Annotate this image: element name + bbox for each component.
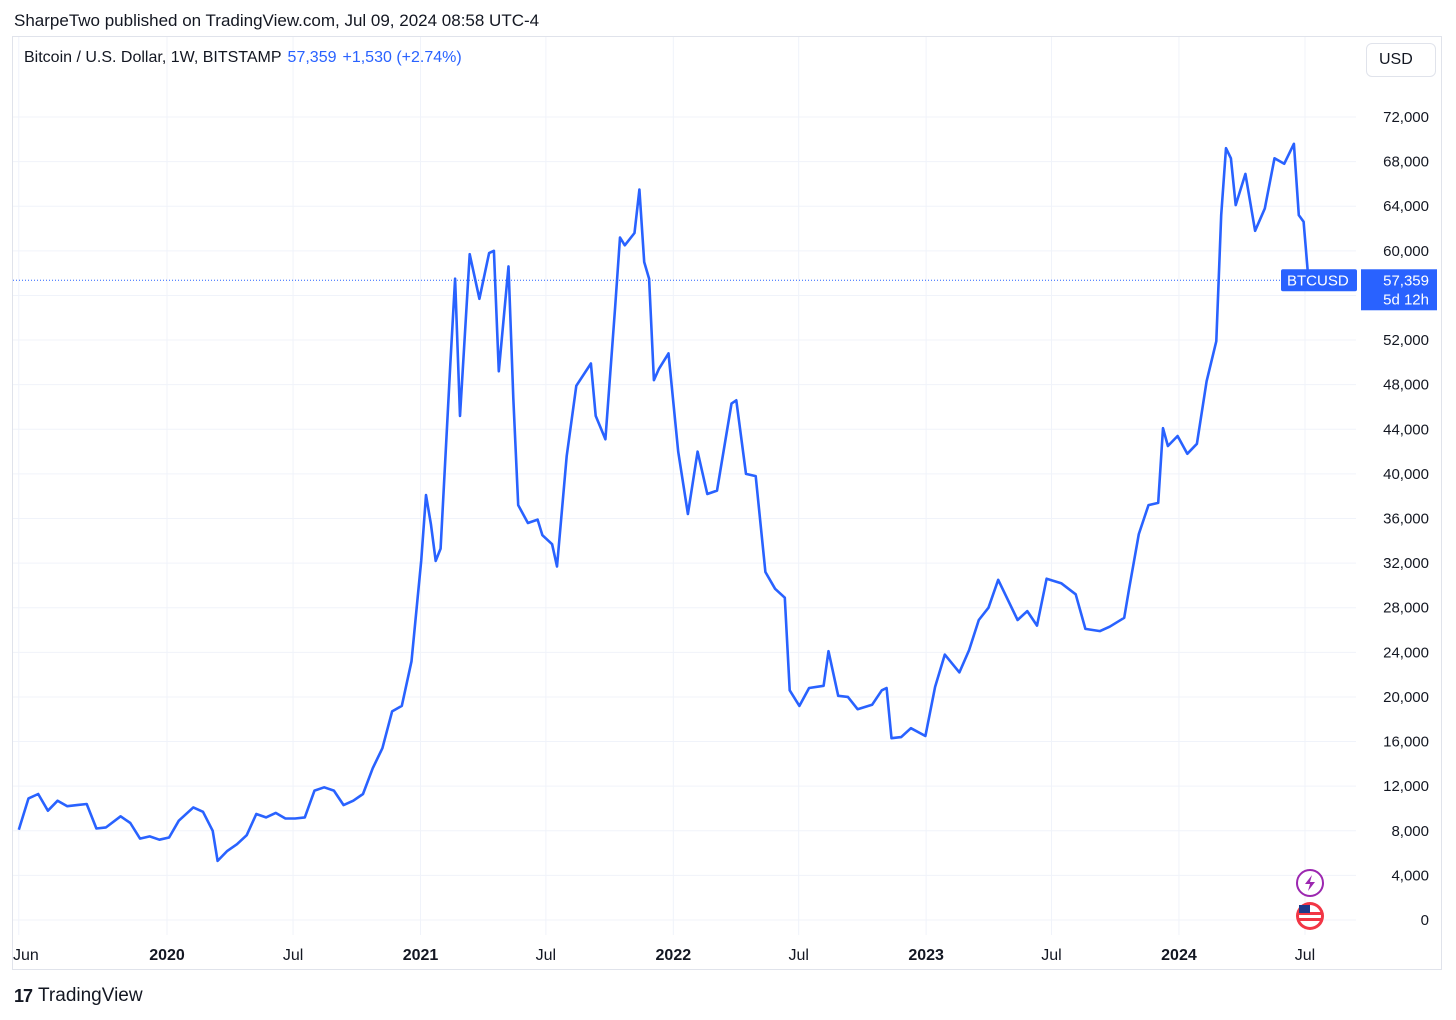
y-tick-label: 4,000 [1391,867,1429,884]
x-tick-label: 2022 [656,947,692,964]
y-tick-label: 40,000 [1383,466,1429,483]
tradingview-logo-icon: 17 [14,985,33,1006]
y-tick-label: 68,000 [1383,154,1429,171]
ticker-tag [1281,269,1357,292]
y-tick-label: 32,000 [1383,555,1429,572]
price-tag-box [1361,269,1437,311]
y-tick-label: 20,000 [1383,689,1429,706]
y-tick-label: 24,000 [1383,644,1429,661]
y-tick-label: 16,000 [1383,734,1429,751]
x-tick-label: Jul [536,947,556,964]
y-tick-label: 36,000 [1383,511,1429,528]
ticker-tag-label: BTCUSD [1287,272,1349,289]
chart-frame [12,36,1442,970]
x-tick-label: 2023 [908,947,944,964]
y-tick-label: 44,000 [1383,421,1429,438]
grid [13,37,1356,935]
time-axis: Jun 2020 Jul 2021 Jul 2022 Jul 2023 Jul 2024 Jul [13,947,1315,964]
lightning-icon[interactable] [1296,869,1324,897]
y-tick-label: 0 [1421,912,1429,929]
footer-brand[interactable]: 17 TradingView [14,985,143,1007]
y-tick-label: 28,000 [1383,600,1429,617]
price-tag: BTCUSD 57,359 5d 12h [1281,269,1437,311]
x-tick-label: Jul [283,947,303,964]
y-tick-label: 52,000 [1383,332,1429,349]
y-tick-label: 72,000 [1383,109,1429,126]
series-line-btcusd [17,142,1310,863]
y-tick-label: 12,000 [1383,778,1429,795]
y-tick-label: 64,000 [1383,198,1429,215]
x-tick-label: 2021 [403,947,439,964]
symbol-legend: Bitcoin / U.S. Dollar, 1W, BITSTAMP 57,35… [24,49,462,67]
y-tick-label: 60,000 [1383,243,1429,260]
x-tick-label: 2020 [149,947,185,964]
footer-brand-label: TradingView [38,985,143,1006]
legend-change: +1,530 (+2.74%) [342,49,462,66]
price-axis: 72,00068,00064,00060,00056,00052,00048,0… [1383,109,1429,929]
us-flag-icon[interactable] [1296,902,1324,930]
y-tick-label: 48,000 [1383,377,1429,394]
x-tick-label: Jul [1041,947,1061,964]
x-tick-label: Jun [13,947,39,964]
y-tick-label: 8,000 [1391,823,1429,840]
legend-price: 57,359 [287,49,337,66]
publisher-line: SharpeTwo published on TradingView.com, … [14,11,540,30]
price-tag-value: 57,359 [1383,272,1429,289]
x-tick-label: 2024 [1161,947,1197,964]
x-tick-label: Jul [788,947,808,964]
currency-button[interactable]: USD [1366,43,1436,77]
symbol-name[interactable]: Bitcoin / U.S. Dollar, 1W, BITSTAMP [24,49,282,66]
price-tag-countdown: 5d 12h [1383,291,1429,308]
x-tick-label: Jul [1295,947,1315,964]
